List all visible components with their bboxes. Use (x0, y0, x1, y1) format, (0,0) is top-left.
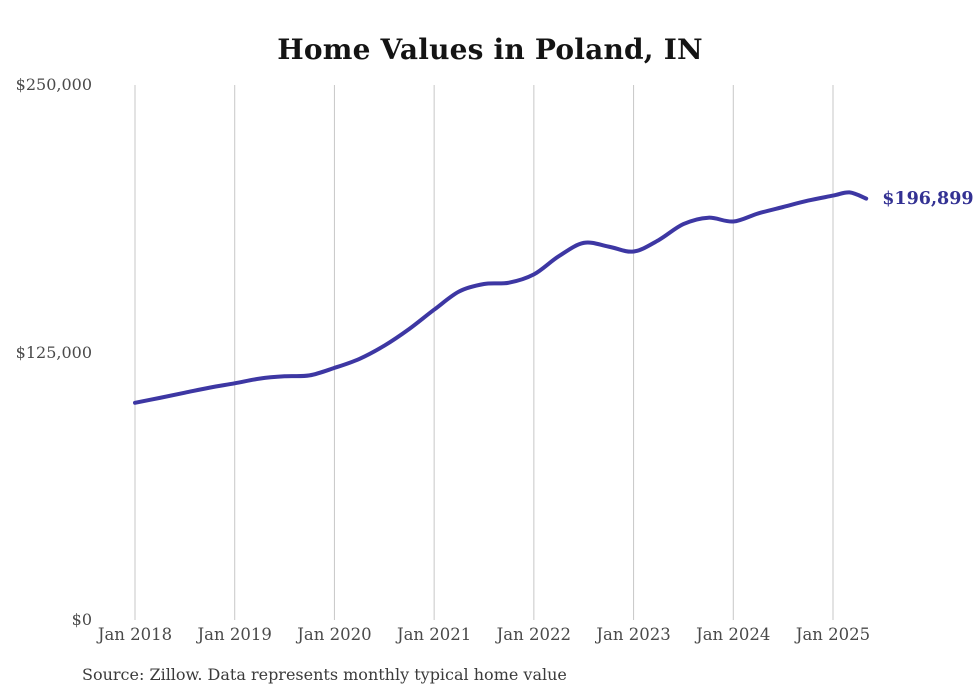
x-tick-label: Jan 2018 (97, 625, 173, 644)
x-tick-label: Jan 2023 (596, 625, 671, 644)
chart-title: Home Values in Poland, IN (277, 33, 703, 66)
x-tick-label: Jan 2024 (696, 625, 771, 644)
y-tick-label: $250,000 (15, 75, 92, 94)
x-tick-label: Jan 2021 (396, 625, 472, 644)
x-tick-label: Jan 2020 (297, 625, 372, 644)
x-tick-label: Jan 2025 (795, 625, 871, 644)
source-note: Source: Zillow. Data represents monthly … (82, 665, 567, 684)
y-tick-label: $0 (71, 610, 92, 629)
latest-value-label: $196,899 (882, 188, 974, 209)
y-tick-label: $125,000 (15, 342, 92, 362)
x-tick-label: Jan 2022 (496, 625, 571, 644)
home-value-line (133, 190, 869, 405)
x-tick-label: Jan 2019 (197, 625, 272, 644)
